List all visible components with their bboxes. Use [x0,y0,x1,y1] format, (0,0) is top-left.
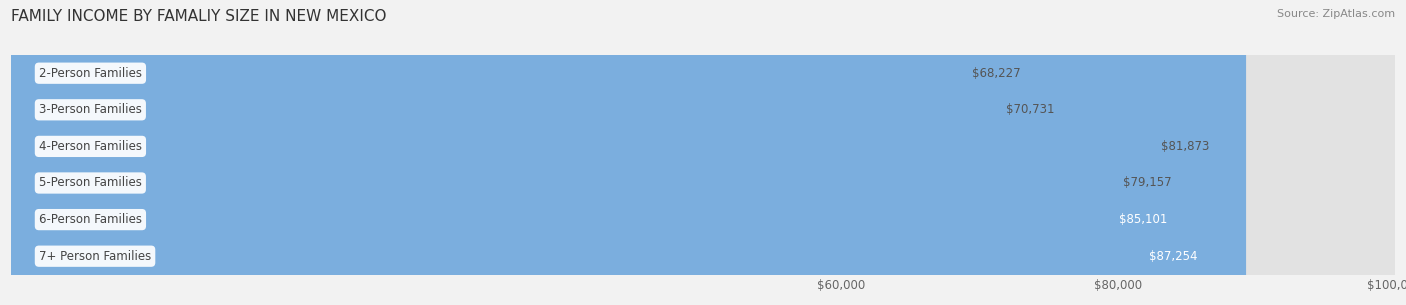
Text: Source: ZipAtlas.com: Source: ZipAtlas.com [1277,9,1395,19]
Text: 4-Person Families: 4-Person Families [39,140,142,153]
Text: $85,101: $85,101 [1119,213,1168,226]
Text: $87,254: $87,254 [1149,250,1198,263]
FancyBboxPatch shape [0,0,1171,305]
FancyBboxPatch shape [0,0,1246,305]
Text: 5-Person Families: 5-Person Families [39,177,142,189]
Text: $68,227: $68,227 [972,67,1021,80]
FancyBboxPatch shape [0,0,1018,305]
Text: 7+ Person Families: 7+ Person Families [39,250,152,263]
Text: FAMILY INCOME BY FAMALIY SIZE IN NEW MEXICO: FAMILY INCOME BY FAMALIY SIZE IN NEW MEX… [11,9,387,24]
Text: $79,157: $79,157 [1123,177,1171,189]
FancyBboxPatch shape [0,0,1135,305]
Text: 3-Person Families: 3-Person Families [39,103,142,116]
Text: 2-Person Families: 2-Person Families [39,67,142,80]
FancyBboxPatch shape [0,0,983,305]
Text: $81,873: $81,873 [1160,140,1209,153]
FancyBboxPatch shape [0,0,1216,305]
Text: $70,731: $70,731 [1007,103,1054,116]
Text: 6-Person Families: 6-Person Families [39,213,142,226]
